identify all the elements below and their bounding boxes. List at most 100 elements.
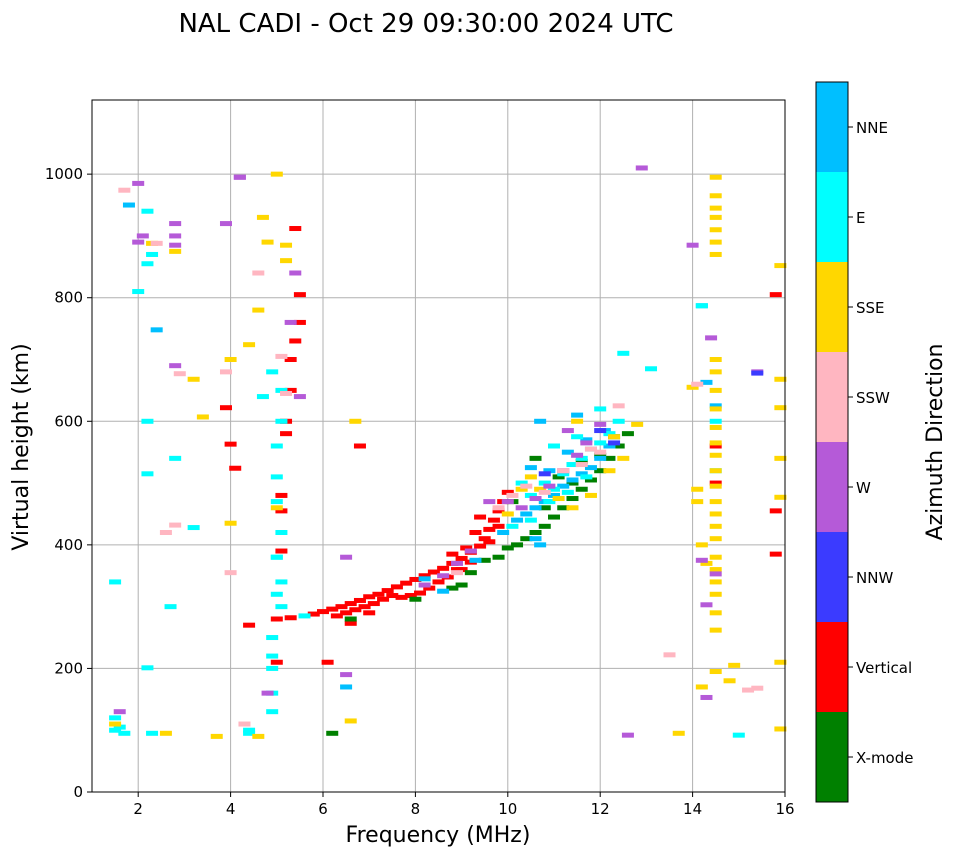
echo-point-e (538, 480, 551, 486)
echo-point-e (164, 604, 177, 610)
echo-point-sse (603, 468, 616, 474)
echo-point-w (289, 270, 302, 276)
echo-point-e (141, 208, 154, 214)
colorbar-swatch-ssw (816, 352, 848, 442)
echo-point-ssw (219, 369, 232, 375)
plot-gridlines (92, 100, 785, 792)
y-tick-label: 0 (73, 783, 83, 801)
echo-point-sse (709, 554, 722, 560)
echo-point-sse (709, 567, 722, 573)
echo-point-x-mode (621, 431, 634, 437)
echo-point-w (686, 242, 699, 248)
echo-point-nne (709, 403, 722, 409)
echo-point-e (732, 732, 745, 738)
echo-point-x-mode (566, 496, 579, 502)
data-points (109, 165, 787, 739)
echo-point-x-mode (446, 585, 459, 591)
echo-point-vertical (381, 588, 394, 594)
echo-point-sse (774, 726, 787, 732)
echo-point-x-mode (603, 455, 616, 461)
colorbar-label-w: W (856, 479, 871, 497)
echo-point-ssw (594, 449, 607, 455)
echo-point-vertical (709, 480, 722, 486)
echo-point-vertical (492, 523, 505, 529)
echo-point-vertical (326, 606, 339, 612)
colorbar-swatch-e (816, 172, 848, 262)
echo-point-sse (252, 733, 265, 739)
echo-point-vertical (349, 607, 362, 613)
echo-point-e (266, 369, 279, 375)
y-tick-label: 200 (54, 659, 83, 677)
echo-point-sse (709, 523, 722, 529)
echo-point-e (575, 455, 588, 461)
echo-point-w (571, 452, 584, 458)
echo-point-w (169, 221, 182, 227)
echo-point-vertical (487, 517, 500, 523)
echo-point-vertical (446, 551, 459, 557)
echo-point-vertical (229, 465, 242, 471)
echo-point-vertical (386, 593, 399, 599)
echo-point-e (275, 579, 288, 585)
colorbar-swatch-nnw (816, 532, 848, 622)
y-tick-label: 1000 (45, 165, 83, 183)
echo-point-nne (548, 492, 560, 498)
echo-point-w (169, 233, 182, 239)
echo-point-w (705, 335, 718, 341)
echo-point-sse (270, 171, 283, 177)
echo-point-sse (524, 474, 537, 480)
echo-point-vertical (224, 441, 237, 447)
echo-point-ssw (584, 446, 597, 452)
echo-point-e (275, 387, 288, 393)
echo-point-e (557, 471, 570, 477)
echo-point-e (506, 523, 519, 529)
echo-point-nne (437, 588, 450, 594)
echo-point-e (141, 471, 154, 477)
echo-point-sse (566, 505, 579, 511)
echo-point-sse (270, 505, 283, 511)
echo-point-vertical (432, 579, 445, 585)
echo-point-ssw (224, 570, 237, 576)
echo-point-sse (584, 492, 597, 498)
echo-point-e (617, 350, 630, 356)
echo-point-sse (723, 678, 736, 684)
echo-point-ssw (118, 187, 131, 193)
echo-point-sse (501, 511, 514, 517)
echo-point-vertical (307, 611, 320, 617)
echo-point-nnw (751, 370, 764, 376)
echo-point-nnw (594, 428, 607, 434)
x-tick-label: 4 (226, 800, 236, 818)
echo-point-vertical (501, 489, 514, 495)
echo-point-ssw (173, 371, 186, 377)
echo-point-vertical (344, 620, 357, 626)
echo-point-e (275, 418, 288, 424)
echo-point-sse (109, 721, 122, 727)
echo-point-w (169, 363, 182, 369)
echo-point-sse (774, 455, 787, 461)
echo-point-sse (261, 239, 274, 245)
echo-point-e (109, 727, 122, 733)
echo-point-vertical (275, 492, 288, 498)
echo-point-e (580, 474, 593, 480)
echo-point-e (141, 418, 154, 424)
echo-point-w (132, 239, 145, 245)
echo-point-w (437, 573, 450, 579)
echo-point-x-mode (529, 455, 542, 461)
echo-point-ssw (506, 492, 519, 498)
echo-point-vertical (270, 659, 283, 665)
echo-point-vertical (280, 431, 293, 437)
echo-point-e (118, 730, 131, 736)
echo-point-sse (709, 468, 722, 474)
colorbar-label-e: E (856, 209, 865, 227)
echo-point-vertical (395, 594, 408, 600)
echo-point-vertical (414, 590, 427, 596)
colorbar-label-ssw: SSW (856, 389, 890, 407)
x-tick-label: 12 (591, 800, 610, 818)
echo-point-e (266, 635, 279, 641)
colorbar-swatch-w (816, 442, 848, 532)
echo-point-ssw (252, 270, 265, 276)
echo-point-x-mode (520, 536, 533, 542)
echo-point-sse (210, 733, 223, 739)
echo-point-vertical (353, 597, 366, 603)
echo-point-ssw (492, 505, 505, 511)
echo-point-sse (552, 496, 565, 502)
